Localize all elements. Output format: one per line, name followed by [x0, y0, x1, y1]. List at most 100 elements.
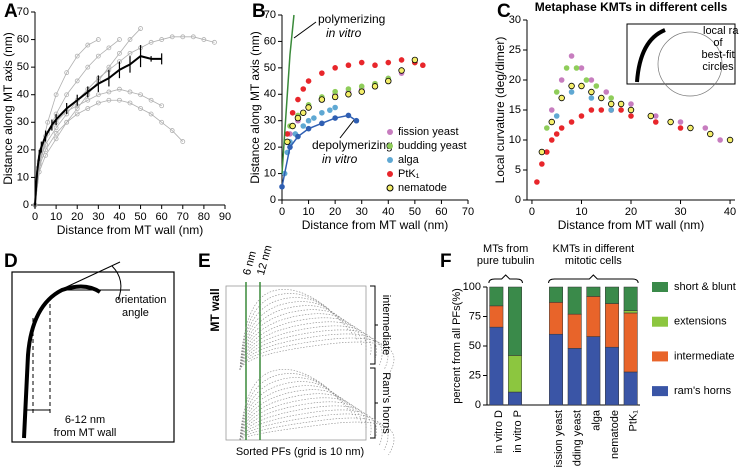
bar-segment — [508, 355, 522, 393]
point — [544, 149, 550, 155]
trace — [239, 309, 353, 371]
legend-label: nematode — [398, 182, 447, 194]
line — [34, 28, 141, 206]
point — [138, 26, 143, 31]
x-tick-label: 10 — [302, 206, 314, 218]
point — [300, 109, 307, 116]
point — [64, 70, 70, 76]
y-tick-label: 70 — [264, 9, 276, 21]
trace — [239, 417, 389, 451]
point — [95, 53, 101, 59]
annotation: in vitro — [326, 26, 362, 40]
wall-label: MT wall — [208, 288, 222, 331]
point — [539, 161, 545, 167]
inset-text: best-fit — [701, 49, 734, 61]
point — [578, 82, 585, 90]
point — [305, 78, 312, 84]
point — [327, 107, 333, 113]
bracket — [370, 367, 378, 439]
bar-segment — [623, 286, 638, 311]
x-tick-label: 0 — [279, 206, 285, 218]
point — [608, 95, 614, 101]
trace — [239, 337, 389, 371]
point — [201, 37, 207, 42]
point — [305, 104, 312, 111]
inset — [626, 23, 736, 85]
bar-segment — [605, 286, 619, 304]
point — [318, 96, 326, 103]
point — [553, 89, 560, 95]
y-tick-label: 50 — [469, 340, 481, 352]
inset-text: of — [713, 37, 723, 49]
y-tick-label: 25 — [509, 44, 521, 56]
annotation: polymerizing — [318, 12, 385, 26]
point — [85, 106, 91, 111]
trace — [239, 405, 372, 441]
x-axis-label: Distance from MT wall (nm) — [558, 218, 704, 232]
trace — [239, 401, 367, 441]
trace — [239, 341, 395, 376]
point — [289, 122, 296, 130]
y-axis-label: Distance along MT axis (nm) — [248, 31, 262, 184]
y-tick-label: 30 — [17, 116, 29, 128]
x-tick-label: 90 — [219, 211, 231, 223]
point — [53, 130, 59, 136]
point — [74, 78, 80, 84]
point — [652, 119, 659, 125]
point — [588, 88, 595, 96]
bar-segment — [508, 286, 522, 356]
point — [358, 59, 365, 66]
trace — [239, 385, 349, 441]
x-tick-label: 30 — [92, 211, 104, 223]
point — [180, 139, 186, 144]
y-tick-label: 0 — [23, 199, 29, 211]
point — [148, 97, 154, 103]
point — [180, 34, 186, 40]
point — [558, 125, 565, 131]
x-tick-label: 30 — [674, 206, 686, 218]
point — [588, 77, 595, 83]
point — [358, 88, 365, 95]
x-tick-label: PtK₁ — [628, 410, 640, 432]
point — [677, 119, 684, 125]
point — [289, 109, 296, 116]
point — [553, 131, 560, 137]
panel-label: A — [4, 1, 18, 22]
group-label: KMTs in different — [552, 243, 634, 255]
point — [568, 53, 575, 59]
annotation: depolymerizing — [312, 138, 393, 152]
x-tick-label: in vitro D — [493, 410, 505, 453]
point — [548, 107, 555, 113]
x-tick-label: 40 — [113, 211, 125, 223]
point — [95, 37, 101, 42]
y-axis-label: Distance along MT axis (nm) — [1, 32, 15, 185]
legend-swatch — [387, 129, 393, 135]
point — [117, 50, 122, 56]
legend-label: extensions — [674, 316, 727, 328]
frame — [225, 285, 367, 441]
y-tick-label: 20 — [509, 74, 521, 86]
y-tick-label: 50 — [264, 62, 276, 74]
y-axis-label: Local curvature (deg/dimer) — [493, 37, 507, 184]
x-tick-label: 10 — [575, 206, 587, 218]
point — [667, 118, 674, 126]
point — [106, 89, 112, 95]
point — [558, 77, 565, 83]
bar-segment — [567, 313, 582, 349]
inset-circle — [657, 31, 723, 97]
point — [420, 62, 426, 69]
trace — [239, 333, 383, 371]
point — [95, 100, 101, 106]
legend-swatch — [386, 184, 394, 192]
trace — [239, 321, 367, 371]
x-tick-label: 60 — [156, 211, 168, 223]
point — [331, 93, 339, 101]
line — [281, 14, 295, 174]
bar-segment — [586, 336, 601, 406]
point — [553, 113, 560, 119]
bar-segment — [605, 303, 619, 348]
point — [53, 136, 59, 142]
group-bracket — [488, 274, 523, 284]
point — [627, 106, 635, 114]
